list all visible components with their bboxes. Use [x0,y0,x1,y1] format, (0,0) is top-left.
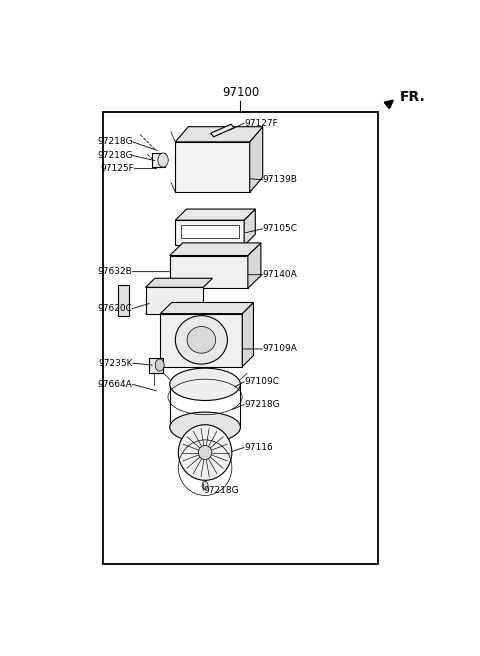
Text: 97109C: 97109C [244,377,279,386]
Polygon shape [250,127,263,192]
Polygon shape [170,256,248,289]
Polygon shape [248,243,261,289]
Text: 97218G: 97218G [203,486,239,495]
Text: 97632B: 97632B [98,267,132,276]
Polygon shape [211,124,234,137]
Ellipse shape [170,412,240,442]
Ellipse shape [155,359,164,371]
Text: 97218G: 97218G [97,151,132,160]
Text: 97218G: 97218G [244,400,280,409]
Bar [152,153,165,167]
Polygon shape [160,314,242,367]
Text: 97140A: 97140A [263,270,298,279]
Ellipse shape [178,424,232,480]
Text: 97109A: 97109A [263,344,298,354]
Text: 97664A: 97664A [98,380,132,389]
Text: FR.: FR. [399,91,425,104]
Polygon shape [175,209,255,220]
Text: 97235K: 97235K [98,359,132,367]
Polygon shape [175,142,250,192]
Polygon shape [160,302,253,314]
Circle shape [202,482,208,489]
Text: 97105C: 97105C [263,224,298,234]
Text: 97125F: 97125F [101,164,134,173]
Text: 97100: 97100 [222,86,259,99]
Polygon shape [175,220,244,245]
Text: 97620C: 97620C [97,304,132,313]
Ellipse shape [198,445,212,460]
Polygon shape [145,278,213,287]
Ellipse shape [158,153,168,167]
Polygon shape [242,302,253,367]
Text: 97127F: 97127F [244,119,278,128]
Ellipse shape [175,316,228,364]
Text: 97218G: 97218G [97,137,132,146]
Text: 97139B: 97139B [263,175,298,184]
Polygon shape [170,243,261,256]
Ellipse shape [170,368,240,400]
Polygon shape [118,285,129,316]
Polygon shape [175,127,263,142]
Polygon shape [181,225,239,238]
Polygon shape [244,209,255,245]
Polygon shape [145,287,203,314]
Bar [148,358,163,373]
Ellipse shape [187,327,216,353]
Bar [103,112,378,564]
Text: 97116: 97116 [244,443,273,452]
